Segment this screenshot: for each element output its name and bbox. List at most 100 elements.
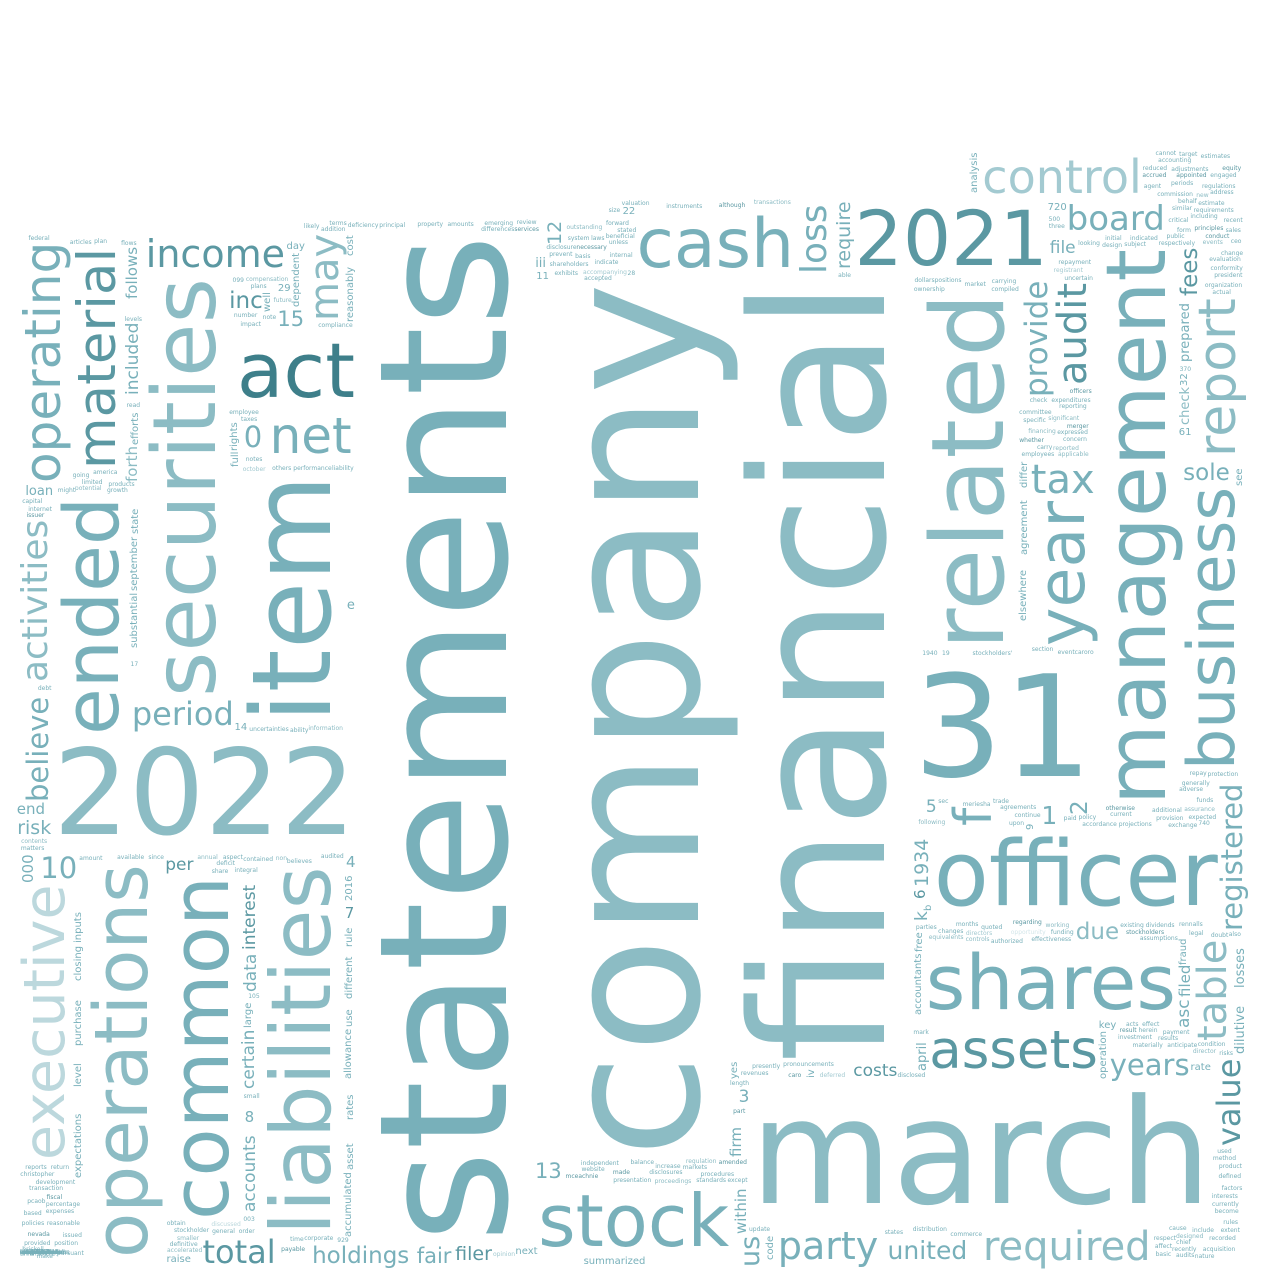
cloud-word: herein — [1138, 1027, 1158, 1035]
cloud-word: accumulated — [343, 1171, 355, 1237]
cloud-word: amended — [718, 1159, 747, 1167]
cloud-word: independent — [580, 1160, 619, 1168]
cloud-word: methodology — [20, 1249, 60, 1256]
cloud-word: involve — [20, 1249, 42, 1256]
cloud-word: value — [1209, 1058, 1248, 1146]
cloud-word: experienced — [20, 1249, 58, 1256]
cloud-word: activities — [14, 519, 56, 682]
cloud-word: compiled — [991, 285, 1019, 293]
cloud-word: likely — [303, 223, 320, 231]
cloud-word: expenditures — [1051, 396, 1091, 404]
cloud-word: accelerated — [166, 1247, 203, 1255]
cloud-word: current — [1110, 810, 1132, 818]
cloud-word: disclosures — [649, 1168, 683, 1176]
cloud-word: rates — [344, 1094, 356, 1120]
cloud-word: key — [1098, 1019, 1117, 1031]
cloud-word: iii — [535, 256, 547, 272]
cloud-word: decrease — [20, 1249, 48, 1256]
cloud-word: interest — [239, 884, 260, 950]
cloud-word: standards — [696, 1176, 727, 1184]
cloud-word: markets — [682, 1164, 708, 1172]
cloud-word: dependent — [291, 252, 303, 307]
cloud-word: day — [286, 240, 305, 252]
cloud-word: different — [343, 956, 355, 1000]
cloud-word: issued — [62, 1231, 82, 1239]
cloud-word: 19 — [942, 649, 950, 657]
cloud-word: believes — [286, 858, 312, 865]
cloud-word: 2016 — [343, 875, 355, 901]
cloud-word: party — [777, 1224, 879, 1269]
cloud-word: currently — [1211, 1200, 1239, 1208]
cloud-word: officers — [1069, 388, 1092, 396]
cloud-word: projections — [1118, 820, 1152, 828]
cloud-word: expected — [1188, 813, 1217, 821]
cloud-word: intends — [20, 1249, 43, 1256]
cloud-word: materially — [1132, 1041, 1163, 1049]
cloud-word: forth — [123, 445, 142, 482]
cloud-word: whether — [1019, 437, 1044, 445]
cloud-word: factors — [1221, 1185, 1243, 1193]
cloud-word: us — [734, 1236, 766, 1268]
cloud-word: results — [1158, 1035, 1179, 1043]
cloud-word: material — [67, 247, 129, 469]
cloud-word: believe — [21, 696, 56, 802]
cloud-word: proceedings — [654, 1178, 692, 1186]
cloud-word: investment — [1118, 1033, 1152, 1041]
cloud-word: well — [262, 291, 274, 312]
cloud-word: march — [750, 1068, 1212, 1239]
cloud-word: new — [1196, 191, 1209, 199]
cloud-word: mceachnie — [565, 1172, 599, 1180]
cloud-word: matters — [20, 845, 45, 853]
cloud-word: 10 — [40, 850, 78, 885]
cloud-word: public — [1166, 233, 1185, 241]
cloud-word: brickell — [22, 1245, 44, 1253]
cloud-word: commerce — [950, 1230, 983, 1238]
cloud-word: acquisition — [1202, 1246, 1236, 1254]
cloud-word: pursuant — [57, 1249, 84, 1257]
cloud-word: balance — [630, 1158, 655, 1166]
cloud-word: committee — [1019, 408, 1052, 416]
cloud-word: definitive — [169, 1241, 198, 1249]
cloud-word: agreements — [1000, 804, 1037, 812]
cloud-word: 0 — [243, 420, 263, 455]
cloud-word: 29 — [277, 283, 291, 295]
cloud-word: expenses — [45, 1208, 75, 1216]
cloud-word: see — [1234, 468, 1246, 487]
cloud-word: holdings — [312, 1242, 410, 1269]
cloud-word: enable — [20, 1249, 41, 1256]
cloud-word: design — [1102, 242, 1123, 250]
cloud-word: use — [344, 1008, 356, 1027]
cloud-word: proposed — [20, 1249, 48, 1256]
cloud-word: 11 — [536, 271, 549, 283]
cloud-word: sole — [1183, 459, 1230, 486]
cloud-word: organization — [1204, 282, 1243, 290]
cloud-word: operating — [13, 241, 72, 484]
cloud-word: substantial — [128, 592, 140, 649]
cloud-word: compensation — [245, 276, 289, 284]
cloud-word: chief — [1176, 1239, 1191, 1247]
cloud-word: 4 — [345, 853, 356, 872]
cloud-word: obtain — [166, 1219, 186, 1227]
cloud-word: states — [884, 1229, 904, 1237]
cloud-word: carry — [1036, 444, 1053, 452]
cloud-word: reasonable — [46, 1220, 80, 1228]
cloud-word: completed — [20, 1249, 52, 1256]
cloud-word: eventcaroro — [1057, 648, 1094, 656]
cloud-word: website — [581, 1166, 605, 1174]
cloud-word: protection — [1207, 771, 1239, 779]
cloud-word: end — [16, 800, 46, 819]
cloud-word: tax — [1030, 456, 1095, 503]
cloud-word: issuer — [26, 511, 45, 519]
cloud-word: necessary — [576, 244, 607, 252]
cloud-word: also — [1228, 930, 1241, 938]
cloud-word: flows — [121, 239, 137, 247]
cloud-word: advancement — [20, 1249, 62, 1256]
cloud-word: cannot — [1155, 150, 1177, 158]
cloud-word: financial — [712, 279, 929, 1062]
cloud-word: due — [1075, 919, 1120, 946]
cloud-word: appointed — [1176, 171, 1207, 179]
cloud-word: commission — [1157, 191, 1193, 199]
cloud-word: note — [262, 313, 277, 321]
cloud-word: management — [1087, 249, 1185, 806]
cloud-word: provide — [1019, 280, 1056, 397]
